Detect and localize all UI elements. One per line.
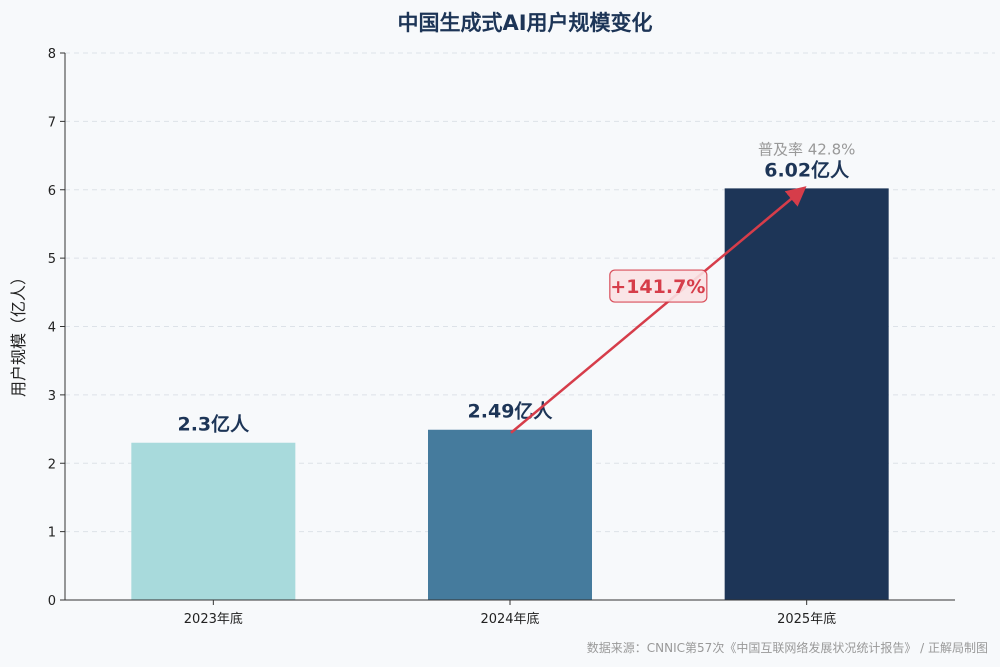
data-label: 2.49亿人	[468, 400, 554, 423]
data-label: 2.3亿人	[177, 413, 250, 436]
y-tick-label: 4	[48, 321, 56, 336]
y-tick-label: 1	[48, 526, 56, 541]
growth-label: +141.7%	[610, 276, 705, 298]
source-note: 数据来源：CNNIC第57次《中国互联网络发展状况统计报告》 / 正解局制图	[587, 640, 988, 655]
y-tick-label: 6	[48, 184, 56, 199]
penetration-label: 普及率 42.8%	[758, 140, 855, 158]
x-tick-label: 2024年底	[480, 611, 539, 627]
y-tick-label: 0	[48, 594, 56, 609]
y-tick-label: 2	[48, 457, 56, 472]
bar	[131, 442, 296, 600]
y-tick-label: 5	[48, 252, 56, 267]
x-tick-label: 2023年底	[184, 611, 243, 627]
bar	[724, 188, 889, 600]
growth-arrow	[510, 186, 807, 434]
y-tick-label: 3	[48, 389, 56, 404]
data-label: 6.02亿人	[764, 158, 850, 181]
x-tick-label: 2025年底	[777, 611, 836, 627]
chart-title: 中国生成式AI用户规模变化	[397, 11, 652, 35]
growth-label-box	[609, 269, 708, 303]
bar	[428, 429, 592, 600]
y-tick-label: 8	[48, 47, 56, 62]
y-tick-label: 7	[48, 115, 56, 130]
y-axis-label: 用户规模（亿人）	[9, 269, 28, 397]
